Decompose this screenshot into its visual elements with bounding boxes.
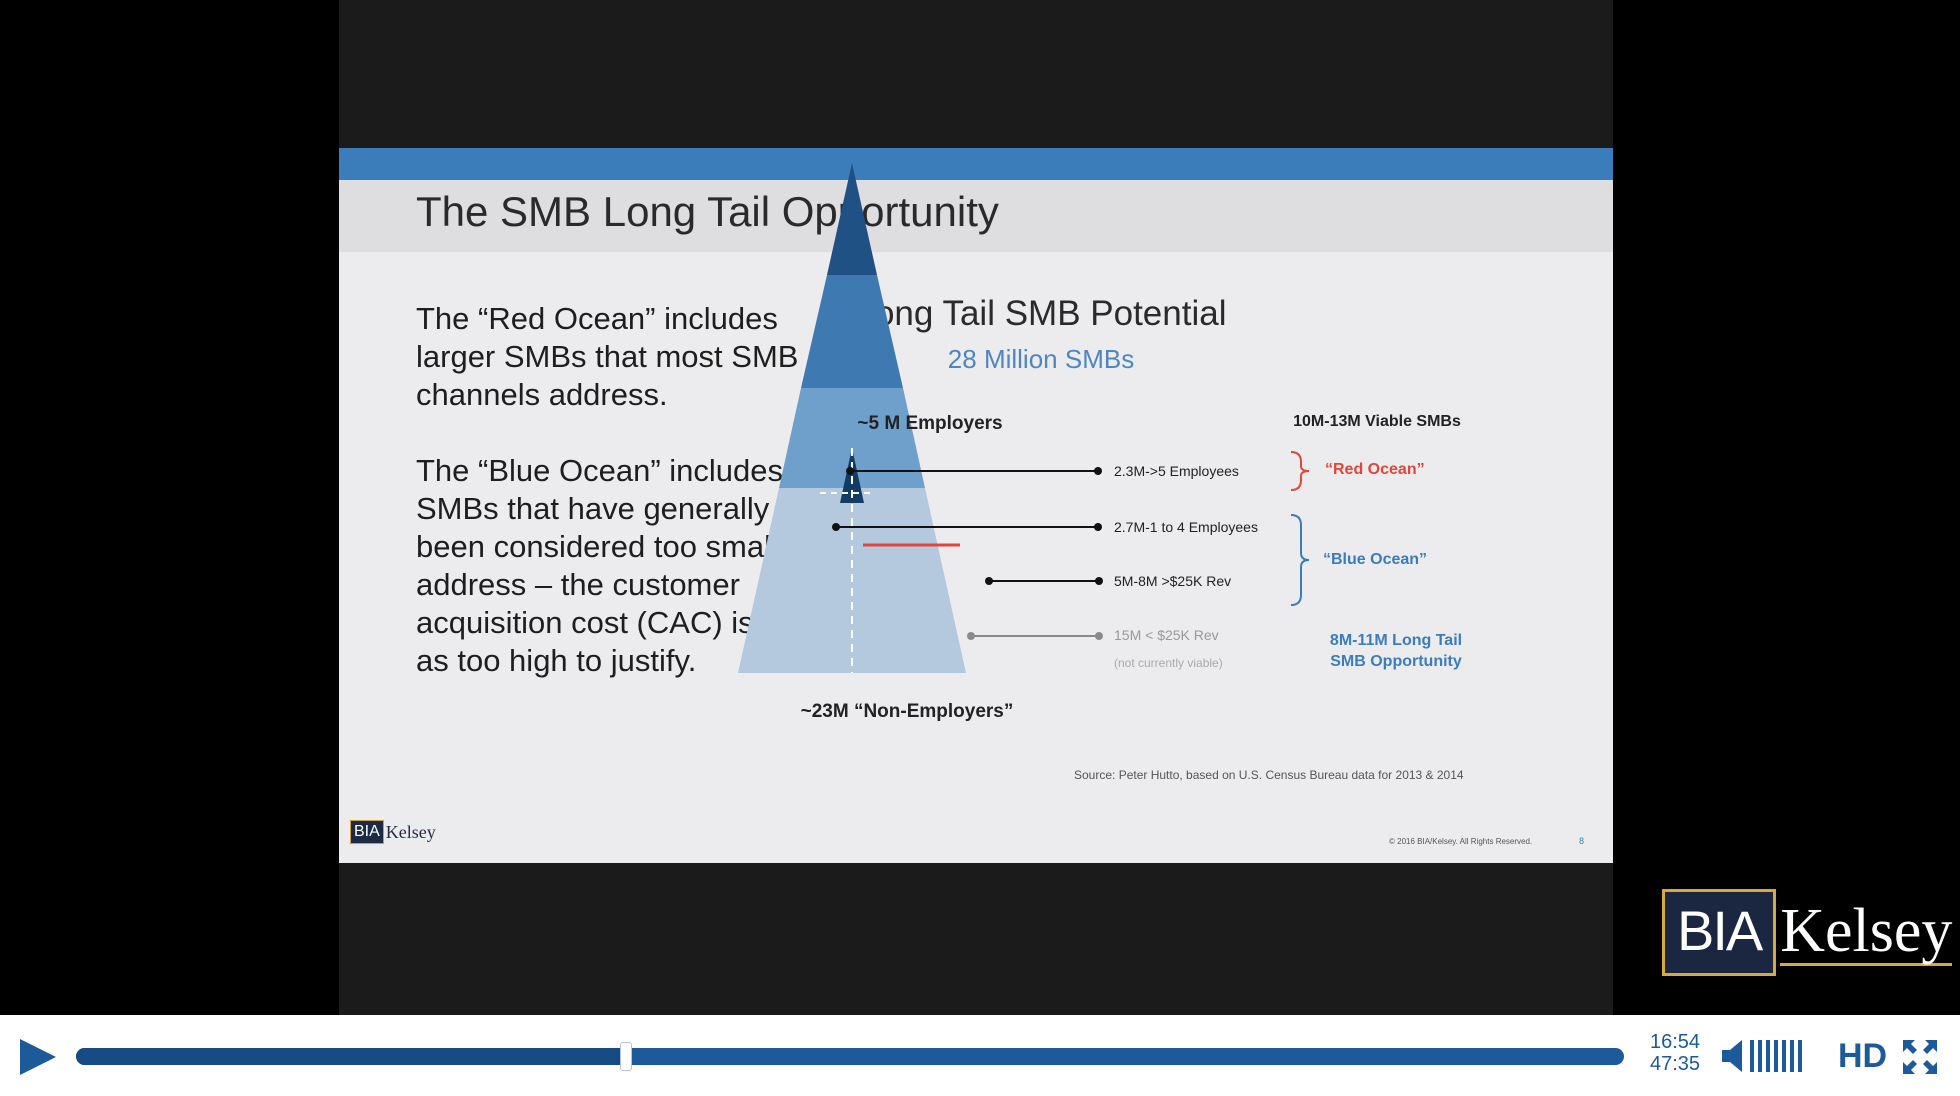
chart-subtitle: 28 Million SMBs [947,344,1135,374]
blue-ocean-brace [1290,514,1310,606]
elapsed-time: 16:54 [1649,1031,1701,1053]
slide-title-bar [339,180,1613,252]
tier-label-3: 5M-8M >$25K Rev [1114,573,1231,589]
tier-label-4: 15M < $25K Rev [1114,627,1219,643]
fullscreen-icon[interactable] [1903,1040,1937,1074]
volume-bar[interactable] [1766,1040,1770,1072]
tier-label-2: 2.7M-1 to 4 Employees [1114,519,1258,535]
opportunity-label-line1: 8M-11M Long Tail [1330,632,1462,649]
slide-page-number: 8 [1579,836,1585,846]
scrub-handle[interactable] [619,1042,632,1071]
tier-label-1: 2.3M->5 Employees [1114,463,1239,479]
copyright-text: © 2016 BIA/Kelsey. All Rights Reserved. [1389,837,1533,846]
player-controls: 16:54 47:35 HD [0,1015,1960,1096]
volume-level-bars[interactable] [1750,1040,1806,1072]
volume-bar[interactable] [1782,1040,1786,1072]
volume-control[interactable] [1722,1039,1806,1073]
pyramid-diagram: ~5 M Employers 10M-13M Viable SMBs 2.3M-… [738,163,1462,722]
opportunity-label-line2: SMB Opportunity [1330,653,1462,670]
bottom-label: ~23M “Non-Employers” [801,701,1014,722]
red-ocean-label: “Red Ocean” [1325,461,1425,478]
time-display: 16:54 47:35 [1640,1031,1710,1075]
pyramid-tier-2 [801,275,903,388]
brand-watermark-logo: BIA Kelsey [1662,889,1953,976]
slide-body-text: The “Red Ocean” includes larger SMBs tha… [416,300,836,718]
pyramid-tier-3 [779,388,925,488]
hd-toggle-button[interactable]: HD [1838,1037,1888,1075]
blue-ocean-paragraph: The “Blue Ocean” includes SMBs that have… [416,453,830,678]
watermark-kelsey: Kelsey [1780,897,1953,966]
slide-logo: BIA Kelsey [350,820,436,844]
blue-ocean-label: “Blue Ocean” [1323,551,1427,568]
red-ocean-brace [1290,451,1310,491]
right-header: 10M-13M Viable SMBs [1293,413,1461,430]
progress-bar[interactable] [76,1042,1624,1071]
tier-pointer-4 [967,632,1103,640]
presentation-slide: The SMB Long Tail Opportunity The “Red O… [339,148,1613,863]
tier-pointer-1 [846,467,1102,475]
tier-pointer-3 [985,577,1103,585]
red-ocean-paragraph: The “Red Ocean” includes larger SMBs tha… [416,301,799,412]
volume-bar[interactable] [1774,1040,1778,1072]
pyramid-tier-1 [827,163,877,275]
slide-logo-bia: BIA [350,820,384,844]
source-citation: Source: Peter Hutto, based on U.S. Censu… [1074,768,1464,782]
slide-title: The SMB Long Tail Opportunity [416,188,999,235]
total-duration: 47:35 [1649,1053,1701,1075]
pyramid-apex [840,448,864,503]
volume-bar[interactable] [1758,1040,1762,1072]
tier-pointer-2 [832,523,1102,531]
watermark-bia: BIA [1662,889,1777,976]
volume-bar[interactable] [1790,1040,1794,1072]
volume-bar[interactable] [1750,1040,1754,1072]
video-area[interactable]: The SMB Long Tail Opportunity The “Red O… [0,0,1960,1015]
progress-fill [76,1048,626,1065]
volume-bar[interactable] [1798,1040,1802,1072]
slide-header-bar [339,148,1613,180]
top-label: ~5 M Employers [857,413,1002,434]
tier-sublabel-4: (not currently viable) [1114,656,1223,670]
play-icon[interactable] [18,1037,58,1077]
slide-logo-kelsey: Kelsey [385,821,436,842]
speaker-icon[interactable] [1722,1039,1746,1073]
chart-title: Long Tail SMB Potential [855,294,1227,333]
